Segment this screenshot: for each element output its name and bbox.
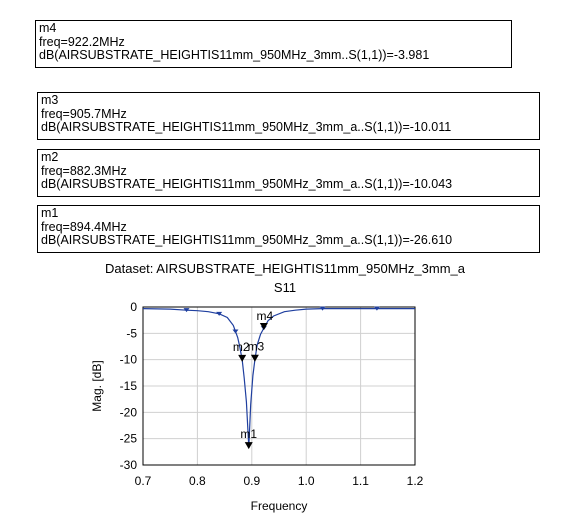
marker-box-m1[interactable]: m1 freq=894.4MHz dB(AIRSUBSTRATE_HEIGHTI…: [37, 205, 540, 253]
marker-points: m2 m1 m3 m4: [233, 309, 274, 450]
y-tick-label: 0: [130, 300, 137, 314]
x-tick-label: 0.7: [135, 474, 152, 488]
marker-point-m2[interactable]: [238, 354, 247, 362]
marker-label-m1: m1: [240, 427, 257, 441]
marker-value-m3: dB(AIRSUBSTRATE_HEIGHTIS11mm_950MHz_3mm_…: [41, 120, 452, 134]
marker-value-m2: dB(AIRSUBSTRATE_HEIGHTIS11mm_950MHz_3mm_…: [41, 177, 453, 191]
sample-point: [373, 306, 380, 311]
marker-point-m1[interactable]: [244, 442, 253, 450]
x-tick-label: 0.8: [189, 474, 206, 488]
marker-point-m4[interactable]: [259, 322, 268, 330]
sample-point: [232, 329, 239, 334]
x-tick-label: 0.9: [243, 474, 260, 488]
marker-name-m3: m3: [41, 93, 59, 107]
y-tick-label: -25: [120, 432, 138, 446]
y-tick-labels: 0 -5 -10 -15 -20 -25 -30: [120, 300, 138, 472]
sample-point: [216, 311, 223, 316]
sample-markers: [183, 306, 380, 334]
marker-name-m2: m2: [41, 150, 59, 164]
y-tick-label: -10: [120, 353, 138, 367]
marker-freq-m4: freq=922.2MHz: [39, 34, 125, 49]
x-axis-label: Frequency: [251, 499, 308, 513]
sample-point: [319, 306, 326, 311]
x-tick-labels: 0.7 0.8 0.9 1.0 1.1 1.2: [135, 474, 424, 488]
marker-box-m2[interactable]: m2 freq=882.3MHz dB(AIRSUBSTRATE_HEIGHTI…: [37, 149, 540, 197]
marker-box-m3[interactable]: m3 freq=905.7MHz dB(AIRSUBSTRATE_HEIGHTI…: [37, 92, 540, 140]
marker-label-m3: m3: [248, 340, 265, 354]
y-axis-label: Mag. [dB]: [90, 360, 104, 411]
marker-value-m1: dB(AIRSUBSTRATE_HEIGHTIS11mm_950MHz_3mm_…: [41, 233, 453, 247]
x-tick-label: 1.2: [407, 474, 424, 488]
plot-frame: [142, 306, 416, 466]
marker-value-m4: dB(AIRSUBSTRATE_HEIGHTIS11mm_950MHz_3mm.…: [39, 48, 430, 62]
marker-point-m3[interactable]: [250, 354, 259, 362]
grid-layer: [142, 306, 416, 466]
sample-point: [183, 308, 190, 313]
marker-freq-m3: freq=905.7MHz: [41, 106, 127, 121]
marker-label-m4: m4: [257, 309, 274, 323]
marker-label-m2: m2: [233, 340, 250, 354]
marker-freq-m2: freq=882.3MHz: [41, 163, 127, 178]
marker-name-m1: m1: [41, 206, 59, 220]
y-tick-label: -20: [120, 405, 138, 419]
marker-box-m4[interactable]: m4 freq=922.2MHz dB(AIRSUBSTRATE_HEIGHTI…: [35, 20, 512, 68]
chart-subtitle: S11: [273, 280, 297, 295]
chart-title: Dataset: AIRSUBSTRATE_HEIGHTIS11mm_950MH…: [104, 261, 466, 276]
marker-freq-m1: freq=894.4MHz: [41, 219, 127, 234]
x-tick-label: 1.1: [352, 474, 369, 488]
y-tick-label: -15: [120, 379, 138, 393]
s11-series-line: [142, 308, 415, 448]
y-tick-label: -5: [126, 326, 137, 340]
x-tick-label: 1.0: [298, 474, 315, 488]
marker-name-m4: m4: [39, 21, 57, 35]
y-tick-label: -30: [120, 458, 138, 472]
